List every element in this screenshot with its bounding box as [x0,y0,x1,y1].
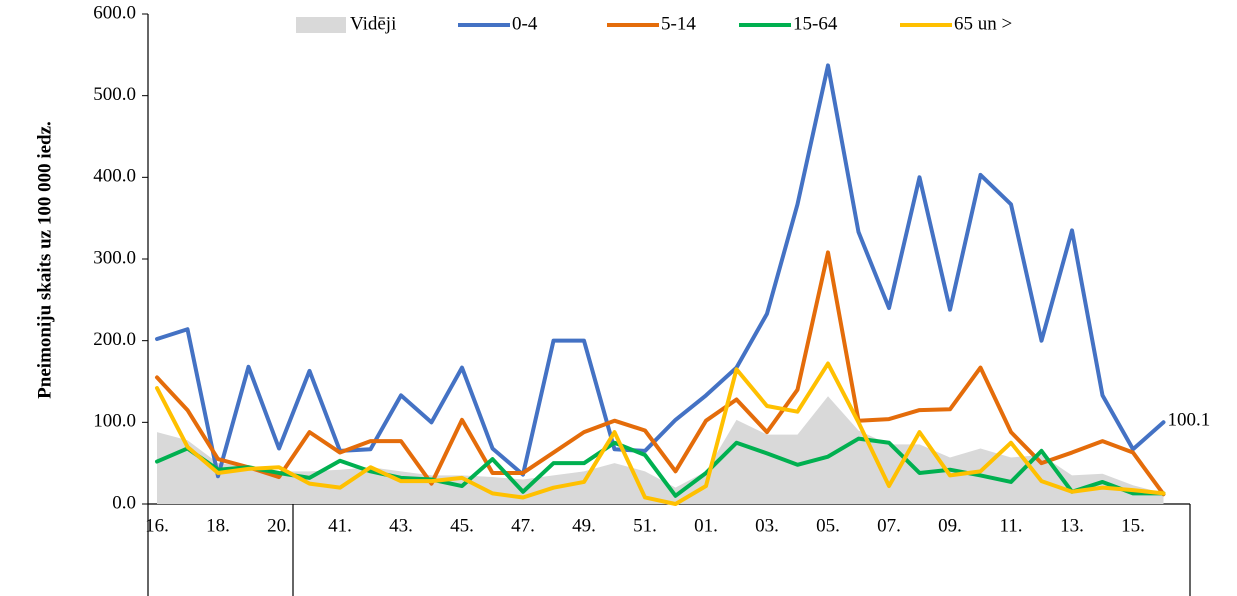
x-tick-label: 51. [633,515,657,536]
x-tick-label: 13. [1060,515,1084,536]
y-tick-label: 500.0 [93,84,136,105]
x-tick-label: 15. [1121,515,1145,536]
x-tick-label: 41. [328,515,352,536]
x-tick-label: 05. [816,515,840,536]
legend-label: 15-64 [793,13,838,34]
line [155,250,1166,497]
line [155,63,1166,479]
x-tick-label: 01. [694,515,718,536]
x-tick-label: 18. [206,515,230,536]
y-axis-title: Pneimoniju skaits uz 100 000 iedz. [34,121,55,399]
x-tick-label: 43. [389,515,413,536]
y-tick-label: 400.0 [93,166,136,187]
legend-swatch [296,17,346,33]
legend-label: 65 un > [954,13,1012,34]
y-tick-label: 300.0 [93,247,136,268]
y-tick-label: 600.0 [93,2,136,23]
x-tick-label: 45. [450,515,474,536]
x-tick-label: 07. [877,515,901,536]
x-tick-label: 16. [145,515,169,536]
legend-label: 0-4 [512,13,538,34]
x-tick-label: 49. [572,515,596,536]
legend-label: 5-14 [661,13,696,34]
x-tick-label: 20. [267,515,291,536]
data-label: 100.1 [1168,410,1211,431]
x-tick-label: 11. [999,515,1022,536]
legend-label: Vidēji [350,13,396,34]
x-tick-label: 03. [755,515,779,536]
y-tick-label: 0.0 [112,492,136,513]
x-tick-label: 09. [938,515,962,536]
y-tick-label: 200.0 [93,329,136,350]
x-tick-label: 47. [511,515,535,536]
y-tick-label: 100.0 [93,411,136,432]
line [155,361,1166,506]
line [155,436,1166,498]
